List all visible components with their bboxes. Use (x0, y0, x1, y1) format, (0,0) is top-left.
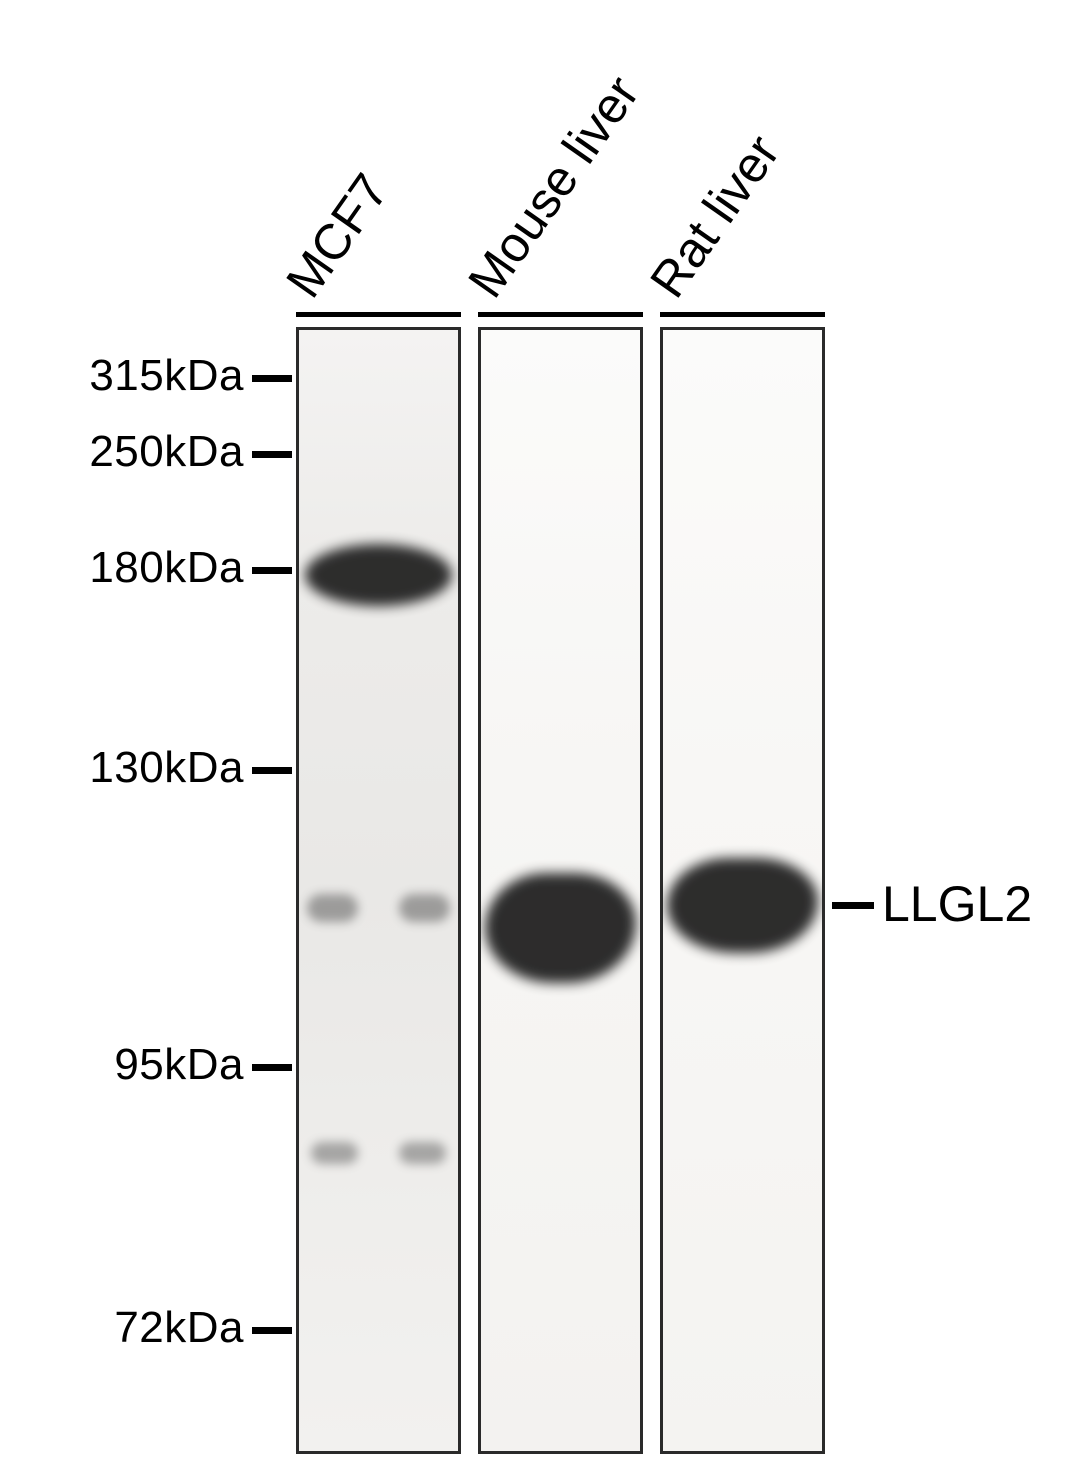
protein-band (667, 858, 818, 953)
protein-band (311, 1142, 358, 1164)
blot-lane (478, 327, 643, 1454)
mw-marker-tick (252, 451, 292, 458)
blot-lane (296, 327, 461, 1454)
mw-marker-tick (252, 767, 292, 774)
mw-marker-tick (252, 1064, 292, 1071)
mw-marker-tick (252, 567, 292, 574)
blot-lane (660, 327, 825, 1454)
blot-figure: 315kDa 250kDa 180kDa 130kDa 95kDa 72kDa MCF7 Mo… (0, 0, 1080, 1482)
mw-marker-label: 130kDa (0, 743, 244, 793)
mw-marker-label: 180kDa (0, 543, 244, 593)
mw-marker-label: 315kDa (0, 351, 244, 401)
blot-lane-bg (299, 330, 458, 1451)
protein-band (399, 1142, 446, 1164)
mw-marker-label: 250kDa (0, 427, 244, 477)
target-label: LLGL2 (882, 875, 1032, 933)
lane-label: MCF7 (274, 163, 400, 308)
lane-underline (296, 312, 461, 317)
lane-underline (660, 312, 825, 317)
protein-band (399, 894, 451, 922)
lane-underline (478, 312, 643, 317)
protein-band (305, 544, 451, 606)
protein-band (485, 873, 636, 983)
protein-band (307, 894, 359, 922)
mw-marker-label: 72kDa (0, 1303, 244, 1353)
target-tick (832, 902, 874, 909)
mw-marker-tick (252, 375, 292, 382)
mw-marker-label: 95kDa (0, 1040, 244, 1090)
mw-marker-tick (252, 1327, 292, 1334)
lane-label: Rat liver (638, 125, 791, 308)
lane-label: Mouse liver (456, 65, 650, 308)
